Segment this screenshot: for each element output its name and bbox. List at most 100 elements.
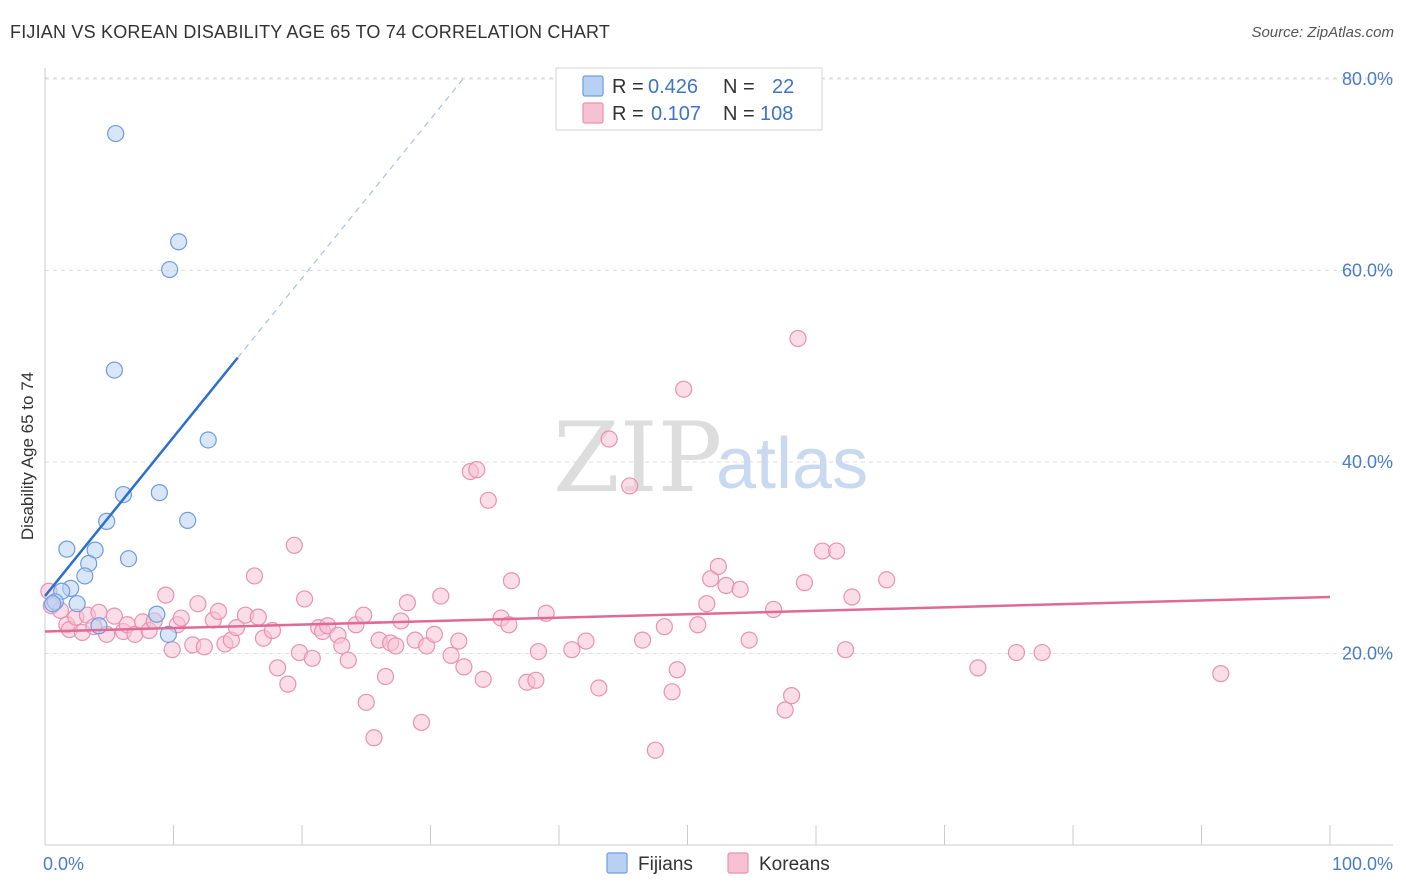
korean-point [717,576,735,595]
fijian-point [161,260,179,279]
korean-point [425,625,443,643]
korean-point [268,659,287,677]
korean-point [398,594,416,612]
fijian-point [105,361,123,379]
korean-point [577,632,595,650]
legend-r-label-koreans: R = [612,103,644,125]
fijian-point [119,550,138,568]
korean-point [563,641,581,659]
korean-point [365,729,383,747]
bottom-legend-swatch-fijians [606,852,628,874]
bottom-legend-label-fijians: Fijians [638,854,693,875]
korean-point [195,638,213,656]
y-tick-label: 20.0% [1342,644,1393,664]
korean-point [782,687,801,705]
korean-point [303,649,321,667]
korean-point [827,542,846,560]
legend-n-label-koreans: N = [723,103,755,125]
watermark-atlas: atlas [716,424,868,504]
y-tick-label: 80.0% [1342,69,1393,89]
legend-n-value-koreans: 108 [760,103,793,125]
y-axis-label: Disability Age 65 to 74 [18,372,37,540]
axes [44,68,1393,846]
korean-point [731,580,749,598]
trend-lines [44,79,1331,633]
korean-point [764,600,783,619]
korean-point [709,557,727,575]
y-tick-label: 40.0% [1342,452,1393,472]
korean-point [105,607,123,625]
legend-n-value-fijians: 22 [772,76,794,98]
series-legend: Fijians Koreans [606,852,830,875]
korean-point [157,586,175,604]
correlation-legend: R = 0.426 N = 22 R = 0.107 N = 108 [555,67,823,131]
korean-trend-line [44,595,1331,633]
korean-point [633,631,652,649]
korean-point [675,380,693,398]
fijian-point [159,625,177,643]
korean-point [355,606,373,624]
tick-labels: 20.0% 40.0% 60.0% 80.0% 0.0% 100.0% [43,69,1393,874]
korean-point [663,683,681,701]
korean-point [500,616,518,634]
korean-point [843,588,861,606]
fijian-point [150,484,168,502]
korean-point [357,693,375,711]
korean-point [702,570,720,588]
korean-point [698,595,716,613]
korean-point [333,637,351,655]
korean-point [172,609,190,627]
korean-point [529,642,548,661]
fijian-point [114,485,132,504]
korean-point [776,701,794,719]
fijian-trend-extension [237,79,464,359]
korean-point [189,595,207,613]
bottom-legend-label-koreans: Koreans [759,854,830,875]
korean-point [339,651,357,669]
korean-point [412,713,431,732]
legend-swatch-fijians [582,75,604,97]
korean-point [621,477,639,495]
fijian-point [199,431,217,449]
chart-title: FIJIAN VS KOREAN DISABILITY AGE 65 TO 74… [10,22,611,42]
source-label: Source: ZipAtlas.com [1251,24,1394,41]
korean-point [646,741,664,759]
korean-point [387,637,405,655]
korean-point [450,632,468,650]
watermark-zip: ZIP [553,402,722,514]
korean-point [295,590,314,608]
korean-points [40,329,1230,759]
fijian-point [58,540,76,558]
fijian-point [44,595,62,613]
korean-point [655,618,673,636]
korean-point [795,574,814,592]
bottom-legend-swatch-koreans [727,852,749,874]
korean-point [245,567,264,585]
legend-r-value-fijians: 0.426 [648,76,698,98]
korean-point [689,616,707,634]
fijian-point [170,233,188,251]
fijian-point [68,595,86,613]
fijian-point [148,605,166,623]
korean-point [969,659,987,677]
fijian-trend-line [44,356,239,597]
korean-point [878,571,896,589]
korean-point [1007,643,1026,662]
korean-point [474,670,492,688]
korean-point [1033,643,1051,662]
korean-point [836,641,855,659]
fijian-point [76,567,94,585]
y-tick-label: 60.0% [1342,261,1393,281]
korean-point [163,641,181,659]
korean-point [279,675,297,693]
legend-r-label-fijians: R = [612,76,644,98]
watermark: ZIP atlas [553,402,868,514]
korean-point [668,661,686,679]
korean-point [376,667,395,686]
korean-point [468,461,486,479]
korean-point [442,646,460,665]
korean-point [209,602,228,620]
korean-point [527,671,545,689]
korean-point [502,572,521,590]
